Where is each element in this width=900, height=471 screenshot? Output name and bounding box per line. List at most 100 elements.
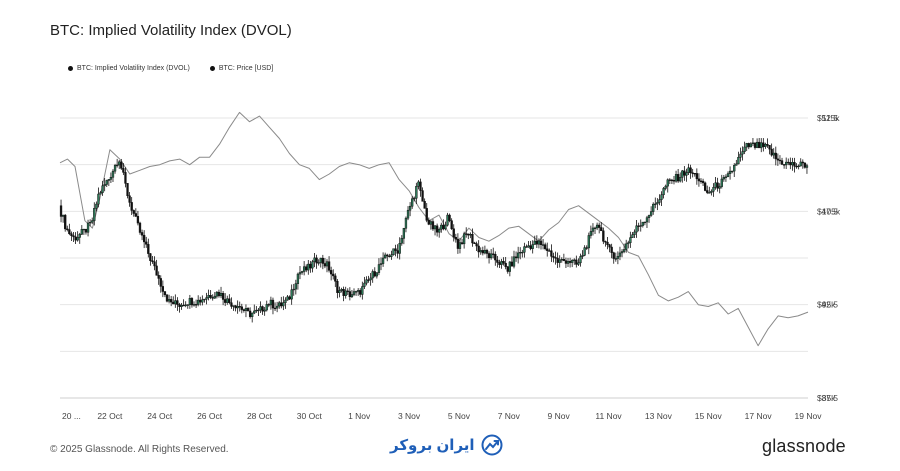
price-candle: [296, 273, 300, 284]
price-candle: [519, 252, 522, 254]
price-candle: [371, 271, 374, 279]
price-candle: [302, 266, 306, 272]
price-candle: [406, 209, 410, 219]
price-candle: [265, 304, 268, 311]
price-candle: [697, 178, 701, 182]
x-tick-label: 3 Nov: [398, 411, 421, 421]
price-candle: [186, 304, 189, 306]
price-candle: [261, 306, 264, 312]
price-candle: [475, 243, 478, 247]
price-candle: [275, 305, 279, 309]
price-candle: [59, 205, 63, 217]
price-candle: [219, 292, 223, 297]
price-candle: [627, 242, 630, 245]
price-candle: [583, 247, 586, 256]
price-candle: [128, 195, 131, 203]
price-candle: [579, 256, 582, 264]
price-candle: [758, 141, 761, 149]
price-candle: [568, 261, 572, 263]
price-candle: [149, 253, 152, 261]
price-candle: [575, 259, 578, 265]
price-candle: [263, 309, 266, 312]
price-candle: [157, 275, 160, 279]
price-candle: [234, 305, 237, 309]
price-candle: [411, 198, 414, 207]
price-candle: [514, 256, 518, 259]
price-candle: [473, 242, 476, 244]
price-candle: [799, 161, 802, 167]
price-candle: [641, 221, 644, 226]
price-candle: [612, 252, 615, 259]
price-candle: [417, 181, 420, 187]
price-candle: [321, 257, 324, 264]
price-candle: [731, 170, 734, 173]
price-candle: [221, 292, 225, 300]
price-candle: [315, 257, 318, 264]
price-candle: [66, 228, 69, 230]
x-tick-label: 11 Nov: [595, 411, 622, 421]
price-candle: [585, 247, 588, 249]
price-candle: [737, 157, 740, 165]
price-candle: [122, 168, 125, 173]
price-candle: [86, 222, 90, 233]
price-candle: [153, 261, 156, 267]
price-candle: [124, 172, 127, 184]
price-candle: [674, 174, 678, 182]
price-candle: [679, 177, 682, 182]
price-candle: [375, 272, 379, 277]
price-candle: [477, 245, 480, 253]
price-candle: [82, 228, 86, 231]
price-candle: [269, 299, 273, 306]
x-tick-label: 19 Nov: [795, 411, 823, 421]
price-candle: [560, 258, 563, 261]
price-candle: [469, 234, 472, 236]
price-candle: [456, 238, 460, 249]
price-candle: [444, 224, 447, 230]
price-candle: [598, 224, 601, 228]
price-candle: [346, 290, 349, 292]
price-candle: [735, 163, 738, 166]
price-candle: [704, 182, 707, 191]
price-candle: [720, 178, 723, 187]
price-candle: [332, 273, 335, 277]
price-candle: [442, 224, 445, 230]
watermark-brand: ایران بروکر: [390, 434, 503, 456]
price-candle: [259, 306, 262, 311]
price-candle: [450, 220, 453, 229]
price-candle: [681, 170, 684, 178]
page-title: BTC: Implied Volatility Index (DVOL): [50, 22, 292, 39]
price-candle: [188, 298, 192, 306]
price-candle: [774, 152, 777, 160]
price-candle: [64, 214, 67, 230]
price-candle: [178, 304, 181, 307]
price-candle: [512, 256, 516, 267]
price-candle: [483, 249, 487, 254]
price-candle: [350, 294, 354, 298]
price-candle: [70, 233, 73, 236]
price-candle: [602, 230, 605, 242]
price-candle: [257, 309, 260, 312]
price-candle: [246, 308, 250, 312]
price-candle: [637, 225, 640, 227]
price-candle: [724, 176, 728, 178]
price-candle: [699, 180, 703, 182]
price-candle: [496, 259, 499, 263]
price-candle: [712, 186, 715, 192]
price-candle: [533, 240, 536, 245]
y-right-tick-label: $85k: [817, 393, 836, 403]
legend-item-dvol[interactable]: BTC: Implied Volatility Index (DVOL): [68, 65, 190, 72]
price-candle: [610, 246, 613, 253]
x-tick-label: 30 Oct: [297, 411, 323, 421]
price-candle: [537, 240, 541, 245]
price-candle: [400, 238, 403, 244]
price-candle: [510, 261, 514, 267]
price-candle: [182, 304, 185, 307]
legend-item-price[interactable]: BTC: Price [USD]: [209, 65, 273, 72]
price-candle: [392, 248, 395, 255]
price-candle: [126, 183, 129, 197]
price-candle: [452, 228, 455, 238]
price-candle: [683, 170, 686, 176]
price-candle: [334, 275, 337, 282]
price-candle: [305, 266, 308, 271]
